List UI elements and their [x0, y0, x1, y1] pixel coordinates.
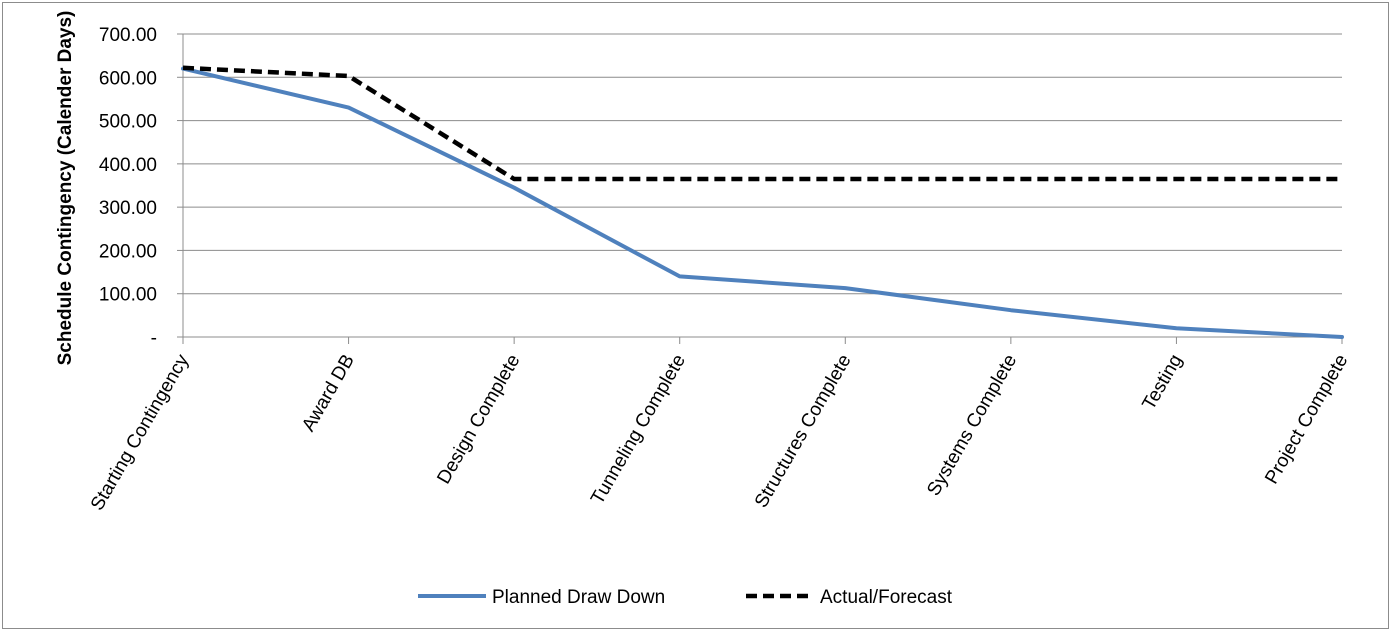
y-tick-label: 200.00 — [99, 241, 157, 262]
axes — [177, 33, 1343, 344]
y-tick-label: 100.00 — [99, 285, 157, 306]
x-tick-label: Structures Complete — [751, 351, 856, 511]
gridlines — [183, 33, 1342, 295]
x-tick-label: Systems Complete — [923, 351, 1021, 500]
series-line-actual-forecast — [182, 65, 1342, 182]
series-lines — [181, 65, 1344, 339]
legend: Planned Draw Down Actual/Forecast — [418, 587, 953, 608]
x-tick-label: Testing — [1138, 351, 1186, 414]
x-tick-label: Starting Contingency — [87, 351, 194, 515]
tick-labels: - 100.00 200.00 300.00 400.00 500.00 600.00 700… — [87, 25, 1352, 514]
series-line-planned-draw-down — [181, 66, 1344, 339]
y-axis-title: Schedule Contingency (Calender Days) — [55, 11, 76, 366]
y-tick-label: - — [151, 328, 157, 349]
x-tick-label: Award DB — [298, 351, 359, 435]
y-tick-label: 400.00 — [99, 155, 157, 176]
y-tick-label: 700.00 — [99, 25, 157, 46]
legend-label: Planned Draw Down — [492, 587, 665, 608]
legend-label: Actual/Forecast — [820, 587, 953, 608]
x-tick-label: Design Complete — [433, 351, 524, 488]
y-tick-label: 600.00 — [99, 68, 157, 89]
y-tick-label: 300.00 — [99, 198, 157, 219]
x-tick-label: Tunneling Complete — [587, 351, 690, 508]
x-tick-label: Project Complete — [1261, 351, 1352, 488]
y-tick-label: 500.00 — [99, 112, 157, 133]
